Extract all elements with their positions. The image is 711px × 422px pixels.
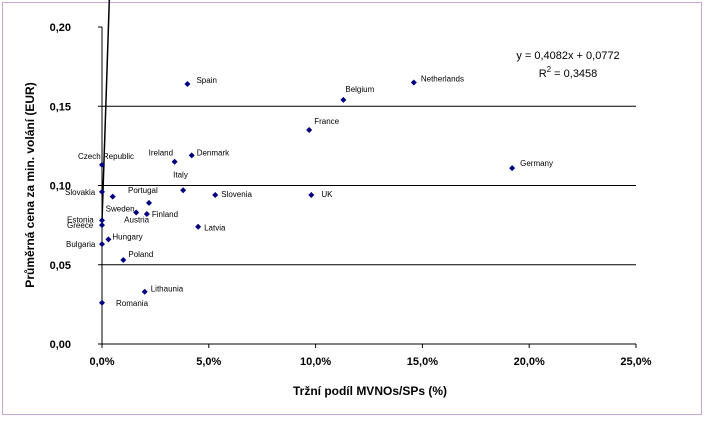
point-label: France: [314, 117, 339, 126]
trendline-group: [101, 0, 111, 222]
data-point: [145, 199, 152, 206]
data-point: [99, 188, 105, 195]
point-label: Czech Republic: [78, 152, 134, 161]
point-label: Italy: [173, 170, 188, 179]
point-label: Slovenia: [221, 190, 252, 199]
x-axis-title: Tržní podíl MVNOs/SPs (%): [293, 384, 447, 398]
y-axis-ticks: 0,00 0,05 0,10 0,15 0,20: [50, 22, 102, 351]
point-label: Austria: [124, 215, 149, 224]
data-point: [195, 223, 202, 230]
y-tick-label: 0,20: [50, 22, 71, 34]
data-point: [180, 187, 187, 194]
x-tick-label: 0,0%: [89, 356, 114, 368]
data-point: [143, 211, 150, 218]
data-point: [188, 152, 195, 159]
point-label: Lithaunia: [151, 285, 184, 294]
x-tick-label: 5,0%: [196, 356, 221, 368]
y-tick-label: 0,00: [50, 339, 71, 351]
data-point: [212, 192, 219, 199]
gridlines: [102, 105, 636, 266]
point-label: Estonia: [67, 215, 94, 224]
point-label: Finland: [152, 210, 178, 219]
r2-value: = 0,3458: [551, 68, 597, 80]
chart-frame: [2, 2, 702, 415]
data-point: [99, 241, 105, 248]
x-axis-ticks: 0,0% 5,0% 10,0% 15,0% 20,0% 25,0%: [89, 344, 652, 368]
point-label: Romania: [116, 299, 149, 308]
point-label: Denmark: [197, 148, 230, 157]
y-tick-label: 0,15: [50, 101, 71, 113]
trendline-r2: R2 = 0,3458: [539, 65, 598, 80]
r2-superscript: 2: [547, 65, 552, 74]
point-label: UK: [321, 190, 333, 199]
point-label: Belgium: [345, 85, 374, 94]
data-point: [99, 299, 105, 306]
data-point: [105, 236, 112, 243]
data-point: [99, 161, 105, 168]
data-point: [109, 193, 116, 200]
data-point: [120, 256, 127, 263]
y-axis-title: Průměrná cena za min. volání (EUR): [23, 82, 37, 287]
data-point: [306, 127, 313, 134]
y-tick-label: 0,10: [50, 181, 71, 193]
x-tick-label: 25,0%: [620, 356, 651, 368]
data-point: [99, 217, 105, 224]
point-label: Greece: [67, 221, 94, 230]
data-point: [99, 222, 105, 229]
point-label: Hungary: [112, 232, 142, 241]
x-tick-label: 20,0%: [514, 356, 545, 368]
x-tick-label: 10,0%: [300, 356, 331, 368]
point-label: Ireland: [149, 149, 173, 158]
point-label: Sweden: [106, 205, 135, 214]
point-labels: Spain Belgium Netherlands France Czech Repub…: [65, 74, 553, 307]
data-point: [509, 165, 516, 172]
data-point: [340, 96, 347, 103]
data-point: [171, 158, 178, 165]
point-label: Portugal: [128, 186, 158, 195]
point-label: Spain: [196, 76, 216, 85]
y-tick-label: 0,05: [50, 260, 71, 272]
data-point: [410, 79, 417, 86]
data-point: [133, 209, 140, 216]
trendline-equation: y = 0,4082x + 0,0772: [516, 50, 619, 62]
data-point: [141, 288, 148, 295]
point-label: Poland: [128, 250, 153, 259]
trendline: [101, 0, 111, 222]
point-label: Germany: [520, 159, 553, 168]
r2-prefix: R: [539, 68, 547, 80]
point-label: Slovakia: [65, 188, 96, 197]
point-label: Netherlands: [421, 74, 464, 83]
x-tick-label: 15,0%: [407, 356, 438, 368]
point-label: Latvia: [204, 224, 226, 233]
point-label: Bulgaria: [66, 240, 96, 249]
data-point: [184, 81, 191, 88]
data-point: [308, 192, 315, 199]
data-points: [99, 79, 516, 306]
